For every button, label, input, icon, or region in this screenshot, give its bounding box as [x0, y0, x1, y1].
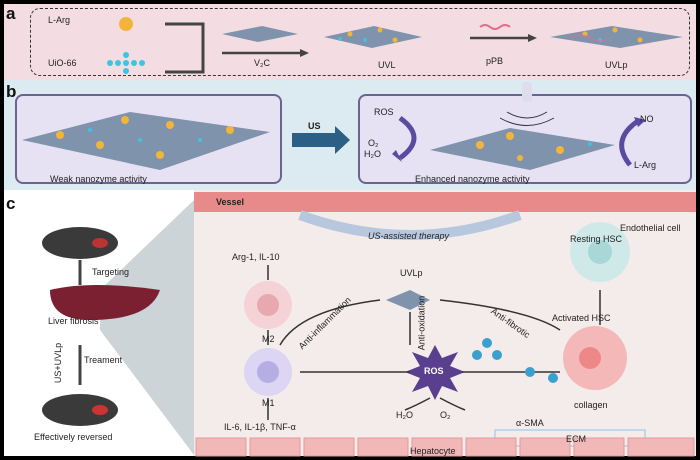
- targeting-label: Targeting: [92, 267, 130, 277]
- h2o-label: H₂O: [364, 149, 381, 159]
- treatment-label: Treament: [84, 355, 123, 365]
- vessel-label: Vessel: [216, 197, 245, 207]
- o2-label: O₂: [368, 138, 379, 148]
- liver-fibrosis-label: Liver fibrosis: [48, 316, 99, 326]
- us-therapy-label: US-assisted therapy: [368, 231, 450, 241]
- uvlp-label: UVLp: [605, 60, 628, 70]
- no-generation-arrow: [619, 118, 640, 167]
- v2c-label: V₂C: [254, 58, 270, 68]
- o2-label-c: O₂: [440, 410, 451, 420]
- m2-label: M2: [262, 334, 275, 344]
- ultrasound-probe-icon: [499, 82, 555, 126]
- no-molecule-icon: [472, 338, 558, 383]
- ros-star-icon: [405, 345, 465, 400]
- uvlp-sheet-icon: [550, 26, 683, 48]
- hepatocyte-label: Hepatocyte: [410, 446, 456, 456]
- h2o-label-c: H₂O: [396, 410, 413, 420]
- ros-label-c: ROS: [424, 366, 444, 376]
- alpha-sma-label: α-SMA: [516, 418, 544, 428]
- uio66-cluster-icon: [107, 52, 145, 74]
- uvlp-particle-icon: [386, 290, 430, 310]
- fibrotic-liver-icon: [50, 285, 160, 320]
- endothelial-label: Endothelial cell: [620, 223, 681, 233]
- anti-oxidation-label: Anti-oxidation: [416, 295, 427, 351]
- dashed-frame: [30, 8, 690, 76]
- panel-c-label: c: [6, 194, 16, 213]
- ros-label: ROS: [374, 107, 394, 117]
- uio66-label: UiO-66: [48, 58, 77, 68]
- zoom-wedge: [100, 200, 194, 455]
- cytokines-label: IL-6, IL-1β, TNF-α: [224, 422, 296, 432]
- us-arrow: [292, 126, 350, 154]
- merge-bracket: [165, 22, 205, 74]
- reversed-label: Effectively reversed: [34, 432, 113, 442]
- activated-hsc-cell: [563, 326, 627, 390]
- uvl-label: UVL: [378, 60, 396, 70]
- us-label: US: [308, 121, 321, 131]
- l-arg-label: L-Arg: [48, 15, 71, 25]
- m2-macrophage-cell: [244, 281, 292, 329]
- no-label: NO: [640, 114, 654, 124]
- arg1-il10-label: Arg-1, IL-10: [232, 252, 280, 262]
- m1-label: M1: [262, 398, 275, 408]
- resting-hsc-cell: [570, 222, 630, 282]
- panel-a-label: a: [6, 4, 16, 23]
- m1-macrophage-cell: [244, 348, 292, 396]
- vessel-band: [194, 192, 696, 212]
- uvl-sheet-icon: [324, 26, 422, 48]
- mouse-icon: [42, 227, 118, 426]
- ros-conversion-arrow: [398, 115, 417, 161]
- resting-hsc-label: Resting HSC: [570, 234, 623, 244]
- hepatocyte-row: [195, 437, 695, 457]
- enhanced-activity-label: Enhanced nanozyme activity: [415, 174, 530, 184]
- ecm-label: ECM: [566, 434, 586, 444]
- enhanced-nanosheet-icon: [430, 128, 615, 170]
- uvlp-label-c: UVLp: [400, 268, 423, 278]
- l-arg-sphere-icon: [119, 17, 133, 31]
- weak-nanosheet-icon: [22, 112, 270, 170]
- us-wave: [298, 210, 522, 240]
- collagen-label: collagen: [574, 400, 608, 410]
- v2c-sheet-icon: [222, 26, 298, 42]
- ppb-label: pPB: [486, 56, 504, 66]
- l-arg-label-b: L-Arg: [634, 160, 657, 170]
- weak-activity-label: Weak nanozyme activity: [50, 174, 147, 184]
- us-uvlp-label: US+UVLp: [53, 342, 64, 384]
- activated-hsc-label: Activated HSC: [552, 313, 611, 323]
- liver-spot: [92, 238, 108, 248]
- ppb-polymer-icon: [479, 24, 511, 30]
- panel-b-label: b: [6, 82, 17, 101]
- pathway-arrows: [267, 265, 601, 420]
